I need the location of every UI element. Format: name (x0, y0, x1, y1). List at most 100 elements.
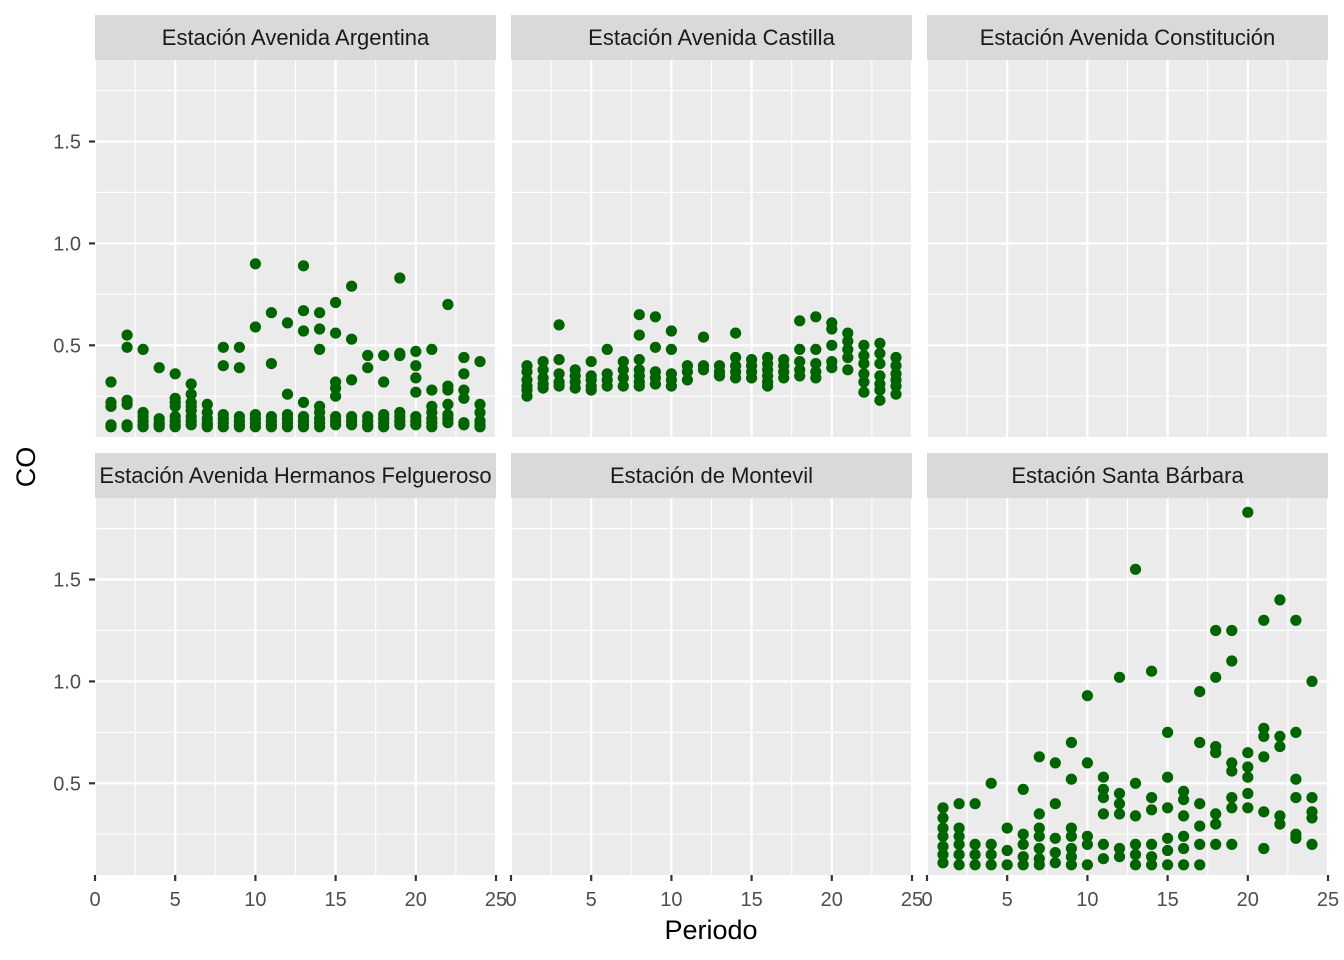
data-point (794, 343, 806, 355)
data-point (1097, 792, 1109, 804)
data-point (953, 838, 965, 851)
data-point (1049, 847, 1061, 859)
data-point (233, 341, 245, 353)
data-point (1113, 851, 1126, 863)
data-point (410, 386, 422, 398)
data-point (1178, 859, 1190, 871)
data-point (1146, 792, 1158, 804)
data-point (553, 354, 565, 366)
axes: 0.51.01.50.51.01.50 5 10 15 20 250 5 10 15 20 250 5… (53, 132, 1339, 911)
x-tick-label: 25 (485, 889, 507, 911)
data-point (537, 364, 549, 376)
data-point (537, 382, 549, 394)
data-point (1242, 771, 1254, 783)
data-point (1210, 838, 1222, 851)
data-point (362, 421, 374, 433)
data-point (1017, 783, 1029, 796)
facet-panel: Estación Avenida Argentina (93, 15, 498, 437)
x-tick-label: 5 (170, 889, 181, 911)
data-point (890, 380, 902, 392)
data-point (1097, 783, 1109, 796)
data-point (1049, 857, 1061, 869)
data-point (330, 419, 342, 431)
data-point (969, 798, 981, 810)
data-point (746, 372, 758, 384)
data-point (346, 280, 358, 292)
data-point (458, 419, 470, 431)
data-point (521, 366, 533, 378)
data-point (1210, 624, 1222, 637)
data-point (681, 374, 694, 386)
data-point (826, 323, 838, 335)
data-point (346, 333, 358, 345)
data-point (1113, 798, 1126, 810)
data-point (153, 362, 165, 374)
data-point (458, 351, 470, 364)
data-point (794, 370, 806, 382)
data-point (713, 370, 726, 382)
data-point (426, 343, 438, 355)
data-point (1306, 675, 1318, 688)
data-point (665, 325, 678, 337)
data-point (442, 417, 454, 429)
data-point (1194, 686, 1206, 698)
data-point (697, 331, 710, 343)
data-point (969, 838, 981, 851)
data-point (1113, 787, 1126, 800)
data-point (265, 421, 277, 433)
data-point (1162, 726, 1174, 739)
data-point (1081, 859, 1093, 871)
x-tick-label: 25 (1317, 889, 1339, 911)
data-point (169, 421, 181, 433)
data-point (937, 840, 949, 853)
data-point (1129, 838, 1142, 851)
data-point (953, 822, 965, 834)
data-point (617, 356, 629, 368)
data-point (169, 400, 181, 412)
facet-strip (95, 15, 496, 60)
data-point (665, 380, 678, 392)
data-point (1033, 842, 1045, 855)
data-point (521, 390, 533, 402)
data-point (1194, 838, 1206, 851)
data-point (1162, 802, 1174, 814)
data-point (730, 351, 742, 364)
data-point (842, 343, 854, 355)
data-point (314, 323, 326, 335)
data-point (617, 364, 629, 376)
data-point (1290, 614, 1302, 626)
data-point (937, 802, 949, 814)
x-axis-title: Periodo (664, 915, 757, 945)
data-point (1097, 853, 1109, 865)
data-point (601, 343, 613, 355)
data-point (537, 356, 549, 368)
facet-panel: Estación Avenida Castilla (509, 15, 914, 437)
data-point (858, 368, 870, 380)
data-point (474, 406, 486, 419)
data-point (1306, 838, 1318, 851)
data-point (1001, 844, 1013, 857)
data-point (890, 351, 902, 364)
facet-strip (511, 453, 912, 498)
data-point (105, 400, 117, 412)
data-point (442, 398, 454, 410)
data-point (985, 849, 997, 861)
data-point (1146, 804, 1158, 816)
data-point (649, 378, 662, 390)
x-tick-label: 20 (405, 889, 427, 911)
data-point (1081, 838, 1093, 851)
data-point (1274, 741, 1286, 753)
data-point (1001, 822, 1013, 834)
data-point (874, 394, 886, 406)
data-point (1194, 798, 1206, 810)
y-tick-label: 1.0 (53, 233, 81, 255)
data-point (1017, 828, 1029, 840)
data-point (1306, 812, 1318, 824)
data-point (617, 372, 629, 384)
data-point (681, 366, 694, 378)
data-point (1290, 832, 1302, 844)
data-point (442, 298, 454, 311)
x-tick-label: 10 (244, 889, 266, 911)
data-point (810, 358, 822, 370)
x-tick-label: 10 (1076, 889, 1098, 911)
